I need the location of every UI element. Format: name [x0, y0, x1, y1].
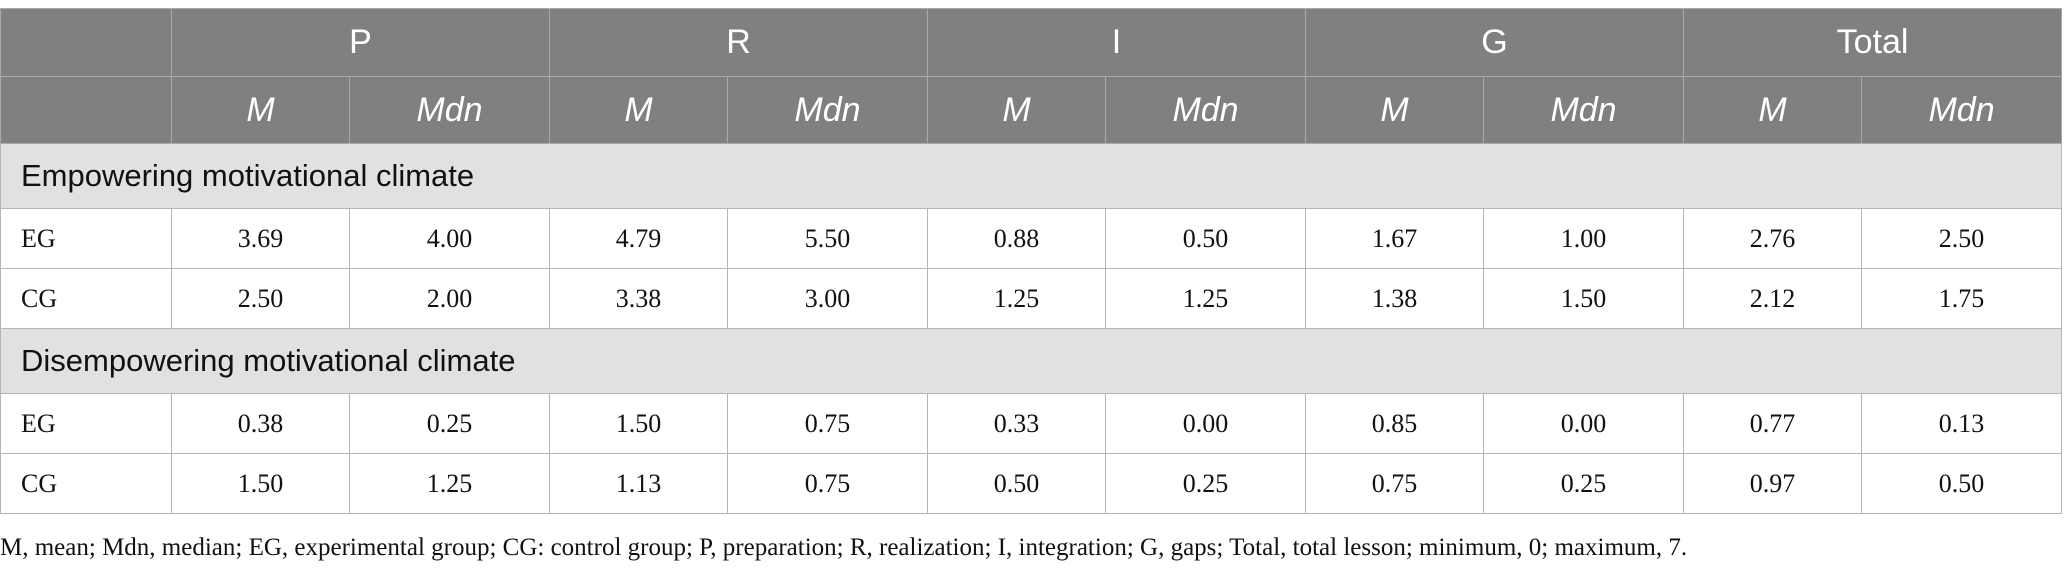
value-cell: 0.77 — [1683, 393, 1863, 454]
value-cell: 2.50 — [171, 268, 350, 329]
value-cell: 1.25 — [349, 453, 550, 514]
value-cell: 0.38 — [171, 393, 350, 454]
value-cell: 1.00 — [1483, 208, 1685, 269]
group-header-total: Total — [1683, 8, 2063, 77]
value-cell: 0.50 — [927, 453, 1106, 514]
value-cell: 4.00 — [349, 208, 550, 269]
corner-cell — [0, 8, 172, 77]
value-cell: 0.88 — [927, 208, 1106, 269]
stat-header-median: Mdn — [349, 76, 550, 144]
value-cell: 1.25 — [1104, 268, 1307, 329]
value-cell: 5.50 — [727, 208, 928, 269]
table-row: EG 3.69 4.00 4.79 5.50 0.88 0.50 1.67 1.00 2.76 2.… — [0, 208, 2063, 269]
stat-header-mean: M — [1305, 76, 1485, 144]
corner-cell — [0, 76, 172, 144]
row-label: EG — [0, 393, 172, 454]
stat-header-mean: M — [927, 76, 1106, 144]
value-cell: 1.67 — [1305, 208, 1485, 269]
value-cell: 0.97 — [1683, 453, 1863, 514]
value-cell: 0.75 — [727, 453, 928, 514]
value-cell: 2.00 — [349, 268, 550, 329]
value-cell: 2.12 — [1683, 268, 1863, 329]
group-header-i: I — [926, 8, 1307, 77]
section-title: Disempowering motivational climate — [0, 328, 2063, 394]
section-row: Empowering motivational climate — [0, 143, 2063, 209]
value-cell: 0.50 — [1861, 453, 2063, 514]
value-cell: 0.33 — [927, 393, 1106, 454]
stat-header-mean: M — [1683, 76, 1863, 144]
value-cell: 3.38 — [549, 268, 728, 329]
row-label: EG — [0, 208, 172, 269]
row-label: CG — [0, 268, 172, 329]
value-cell: 0.75 — [727, 393, 928, 454]
value-cell: 2.50 — [1861, 208, 2063, 269]
stat-header-median: Mdn — [1104, 76, 1307, 144]
group-header-p: P — [171, 8, 550, 77]
value-cell: 1.50 — [171, 453, 350, 514]
value-cell: 0.85 — [1305, 393, 1485, 454]
stat-header-median: Mdn — [1483, 76, 1685, 144]
value-cell: 3.69 — [171, 208, 350, 269]
value-cell: 1.50 — [1483, 268, 1685, 329]
value-cell: 0.13 — [1861, 393, 2063, 454]
group-header-r: R — [549, 8, 928, 77]
value-cell: 0.75 — [1305, 453, 1485, 514]
stat-header-median: Mdn — [727, 76, 928, 144]
value-cell: 1.38 — [1305, 268, 1485, 329]
value-cell: 0.00 — [1483, 393, 1685, 454]
table-body: Empowering motivational climate EG 3.69 4.0… — [0, 143, 2063, 514]
results-table: P R I G Total M Mdn M Mdn M Mdn M Mdn M … — [0, 8, 2063, 514]
table-row: EG 0.38 0.25 1.50 0.75 0.33 0.00 0.85 0.00 0.77 0.… — [0, 393, 2063, 454]
table-row: CG 2.50 2.00 3.38 3.00 1.25 1.25 1.38 1.50 2.12 1.… — [0, 268, 2063, 329]
value-cell: 0.50 — [1104, 208, 1307, 269]
stat-header-mean: M — [549, 76, 728, 144]
value-cell: 0.25 — [1104, 453, 1307, 514]
value-cell: 1.50 — [549, 393, 728, 454]
value-cell: 4.79 — [549, 208, 728, 269]
stat-header-median: Mdn — [1861, 76, 2063, 144]
table-row: CG 1.50 1.25 1.13 0.75 0.50 0.25 0.75 0.25 0.97 0.… — [0, 453, 2063, 514]
value-cell: 0.00 — [1104, 393, 1307, 454]
value-cell: 0.25 — [349, 393, 550, 454]
group-header-row: P R I G Total — [0, 8, 2063, 77]
value-cell: 0.25 — [1483, 453, 1685, 514]
table-footnote: M, mean; Mdn, median; EG, experimental g… — [0, 534, 1688, 561]
stat-header-mean: M — [171, 76, 350, 144]
row-label: CG — [0, 453, 172, 514]
value-cell: 3.00 — [727, 268, 928, 329]
stat-header-row: M Mdn M Mdn M Mdn M Mdn M Mdn — [0, 76, 2063, 144]
value-cell: 1.13 — [549, 453, 728, 514]
value-cell: 2.76 — [1683, 208, 1863, 269]
section-row: Disempowering motivational climate — [0, 328, 2063, 394]
section-title: Empowering motivational climate — [0, 143, 2063, 209]
value-cell: 1.25 — [927, 268, 1106, 329]
group-header-g: G — [1305, 8, 1685, 77]
value-cell: 1.75 — [1861, 268, 2063, 329]
